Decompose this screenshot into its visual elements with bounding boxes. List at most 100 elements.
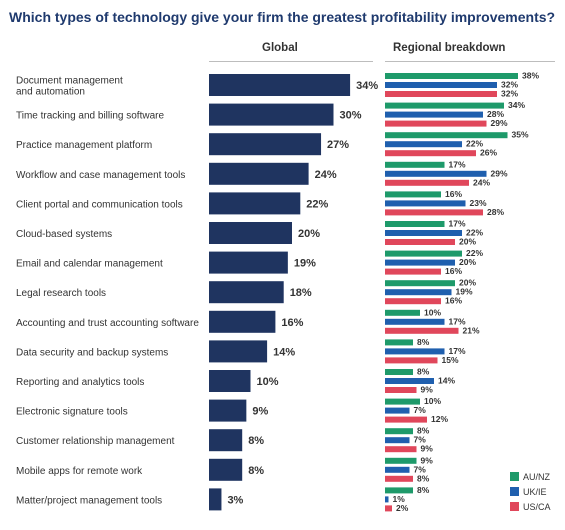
- global-value-label: 10%: [257, 376, 279, 388]
- category-label: and automation: [16, 87, 85, 98]
- regional-bar: [385, 327, 459, 334]
- global-value-label: 3%: [227, 494, 243, 506]
- regional-value-label: 17%: [449, 346, 466, 356]
- regional-bar: [385, 170, 487, 177]
- regional-bar: [385, 82, 497, 88]
- global-bar: [209, 310, 276, 333]
- category-label: Email and calendar management: [16, 259, 163, 270]
- regional-value-label: 22%: [466, 139, 483, 149]
- regional-value-label: 8%: [417, 337, 430, 347]
- regional-value-label: 16%: [445, 266, 462, 276]
- regional-bar: [385, 141, 462, 148]
- global-value-label: 16%: [281, 317, 303, 329]
- chart-title: Which types of technology give your firm…: [9, 9, 556, 25]
- regional-bar: [385, 339, 413, 346]
- regional-value-label: 14%: [438, 376, 455, 386]
- global-value-label: 8%: [248, 435, 264, 447]
- regional-bar: [385, 209, 483, 216]
- regional-value-label: 8%: [417, 367, 430, 377]
- regional-value-label: 9%: [421, 385, 434, 395]
- global-panel-heading: Global: [262, 42, 298, 54]
- regional-value-label: 16%: [445, 296, 462, 306]
- regional-bar: [385, 191, 441, 198]
- regional-value-label: 9%: [421, 444, 434, 454]
- regional-value-label: 21%: [463, 325, 480, 335]
- category-label: Time tracking and billing software: [16, 111, 164, 122]
- regional-bar: [385, 289, 452, 296]
- regional-bar: [385, 230, 462, 236]
- global-value-label: 18%: [290, 287, 312, 299]
- regional-bar: [385, 150, 476, 157]
- global-bar: [209, 222, 292, 244]
- regional-bar: [385, 179, 469, 186]
- global-value-label: 27%: [327, 139, 349, 151]
- regional-bar: [385, 161, 445, 168]
- category-label: Legal research tools: [16, 288, 106, 299]
- regional-value-label: 9%: [421, 455, 434, 465]
- regional-bar: [385, 466, 410, 473]
- regional-value-label: 10%: [424, 307, 441, 317]
- global-value-label: 30%: [340, 110, 362, 122]
- regional-bar: [385, 250, 462, 257]
- regional-value-label: 7%: [414, 464, 427, 474]
- global-value-label: 9%: [252, 406, 268, 418]
- global-value-label: 14%: [273, 346, 295, 358]
- regional-value-label: 22%: [466, 248, 483, 258]
- regional-bar: [385, 102, 504, 109]
- global-bar: [209, 192, 301, 215]
- category-label: Matter/project management tools: [16, 495, 162, 506]
- regional-bar: [385, 487, 413, 494]
- global-bar: [209, 429, 243, 452]
- category-label: Practice management platform: [16, 140, 152, 151]
- regional-bar: [385, 268, 441, 275]
- global-value-label: 20%: [298, 228, 320, 240]
- regional-bar: [385, 505, 392, 512]
- global-bar: [209, 340, 268, 363]
- regional-bar: [385, 239, 455, 245]
- regional-bar: [385, 446, 417, 453]
- regional-value-label: 20%: [459, 237, 476, 247]
- global-bar: [209, 251, 288, 274]
- regional-heading-rule: [385, 61, 555, 62]
- global-value-label: 24%: [315, 169, 337, 181]
- legend-label: US/CA: [523, 502, 551, 512]
- regional-value-label: 28%: [487, 207, 504, 217]
- legend-label: UK/IE: [523, 487, 547, 497]
- category-label: Cloud-based systems: [16, 229, 112, 240]
- regional-bar: [385, 200, 466, 207]
- regional-bar: [385, 221, 445, 227]
- regional-value-label: 32%: [501, 89, 518, 99]
- regional-value-label: 8%: [417, 426, 430, 436]
- regional-value-label: 15%: [442, 355, 459, 365]
- category-label: Workflow and case management tools: [16, 170, 185, 181]
- global-bar: [209, 370, 251, 392]
- regional-bar: [385, 309, 420, 316]
- category-label: Client portal and communication tools: [16, 199, 183, 210]
- regional-bar: [385, 378, 434, 384]
- regional-value-label: 12%: [431, 414, 448, 424]
- category-label: Mobile apps for remote work: [16, 466, 143, 477]
- regional-bar: [385, 357, 438, 364]
- global-bar: [209, 162, 309, 185]
- regional-bar: [385, 111, 483, 118]
- regional-bar: [385, 120, 487, 127]
- regional-value-label: 10%: [424, 396, 441, 406]
- regional-bar: [385, 318, 445, 325]
- regional-value-label: 38%: [522, 71, 539, 81]
- global-value-label: 8%: [248, 465, 264, 477]
- regional-value-label: 17%: [449, 316, 466, 326]
- category-label: Electronic signature tools: [16, 407, 128, 418]
- regional-panel-heading: Regional breakdown: [393, 42, 506, 54]
- regional-value-label: 22%: [466, 228, 483, 238]
- regional-bar: [385, 73, 518, 79]
- global-value-label: 22%: [306, 198, 328, 210]
- regional-value-label: 8%: [417, 485, 430, 495]
- category-label: Document management: [16, 76, 123, 87]
- regional-bar: [385, 387, 417, 393]
- regional-bar: [385, 475, 413, 482]
- global-bar: [209, 133, 322, 156]
- regional-bar: [385, 348, 445, 355]
- regional-value-label: 29%: [491, 118, 508, 128]
- regional-value-label: 7%: [414, 435, 427, 445]
